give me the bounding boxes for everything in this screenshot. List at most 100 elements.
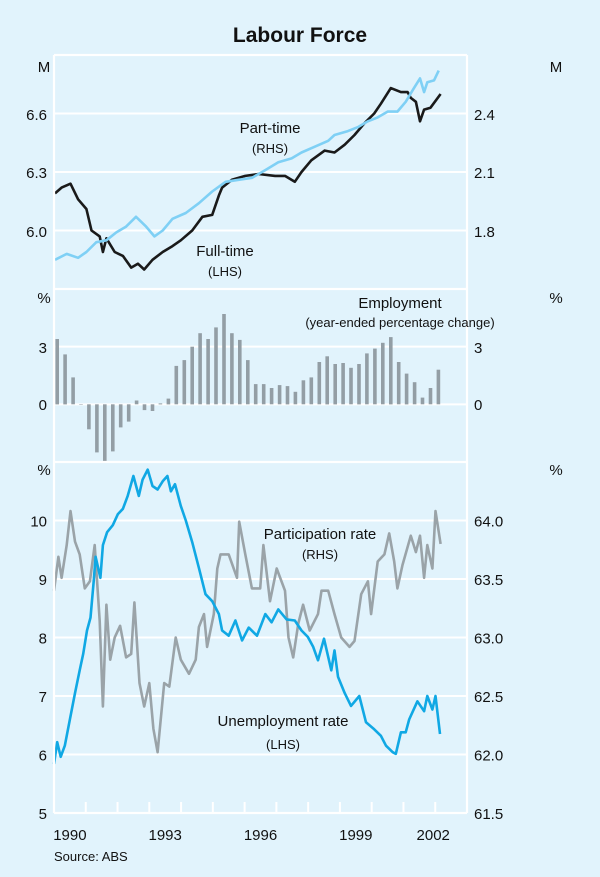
employment-bar	[158, 403, 163, 405]
full-time-label: Full-time	[196, 243, 254, 260]
middle-left-unit: %	[37, 290, 50, 307]
employment-bar	[63, 354, 67, 405]
bottom-right-unit: %	[549, 462, 562, 479]
x-tick-label: 2002	[417, 827, 450, 844]
data-marks	[52, 70, 442, 765]
bottom-left-tick: 9	[39, 572, 47, 589]
employment-bar	[142, 404, 147, 411]
top-left-tick: 6.0	[26, 224, 47, 241]
part-time-label: Part-time	[240, 120, 301, 137]
employment-bar	[261, 384, 266, 405]
employment-bar	[198, 333, 202, 405]
bottom-right-tick: 63.5	[474, 572, 503, 589]
bottom-left-tick: 8	[39, 631, 47, 648]
employment-bar	[222, 314, 226, 405]
employment-bar	[325, 356, 329, 405]
bottom-axis-ticks: 5 61.5 6 62.0 7 62.5 8 63.0 9 63.5 10 64.0 1990 1993 1…	[30, 514, 503, 845]
employment-bar	[103, 404, 107, 461]
bottom-right-tick: 62.0	[474, 748, 503, 765]
middle-left-tick: 3	[39, 340, 47, 357]
employment-bar	[95, 404, 99, 453]
middle-right-tick: 0	[474, 397, 482, 414]
top-right-tick: 1.8	[474, 224, 495, 241]
employment-bar	[126, 404, 131, 422]
unemployment-rate-label: Unemployment rate	[218, 713, 349, 730]
top-left-tick: 6.3	[26, 165, 47, 182]
employment-bar	[71, 377, 75, 405]
participation-rate-label: Participation rate	[264, 526, 377, 543]
unemployment-rate-line	[52, 468, 442, 765]
employment-bar	[269, 388, 274, 405]
bottom-left-tick: 5	[39, 806, 47, 823]
source-note: Source: ABS	[54, 849, 128, 864]
employment-bar	[357, 364, 361, 405]
employment-bar	[293, 391, 298, 405]
employment-bar	[111, 404, 115, 452]
part-time-line	[54, 70, 440, 261]
employment-bar	[381, 342, 385, 405]
participation-rate-axis-label: (RHS)	[302, 547, 338, 562]
unemployment-rate-axis-label: (LHS)	[266, 737, 300, 752]
employment-bar	[285, 386, 290, 405]
employment-bar	[87, 404, 91, 430]
employment-bar	[333, 364, 337, 405]
employment-title: Employment	[358, 295, 442, 312]
employment-bar	[365, 353, 369, 405]
employment-subtitle: (year-ended percentage change)	[305, 315, 494, 330]
employment-bar	[230, 333, 234, 405]
employment-bar	[436, 369, 441, 405]
bottom-left-tick: 10	[30, 514, 47, 531]
x-tick-label: 1993	[149, 827, 182, 844]
top-right-tick: 2.4	[474, 107, 495, 124]
employment-bar	[309, 377, 314, 405]
employment-bar	[246, 360, 250, 405]
top-left-tick: 6.6	[26, 107, 47, 124]
employment-bar	[182, 360, 187, 405]
employment-bar	[118, 404, 123, 428]
employment-bar	[150, 404, 155, 411]
employment-bar	[79, 404, 83, 405]
full-time-axis-label: (LHS)	[208, 264, 242, 279]
participation-rate-line	[52, 509, 442, 754]
employment-bar	[349, 367, 353, 405]
bottom-left-unit: %	[37, 462, 50, 479]
middle-left-tick: 0	[39, 397, 47, 414]
employment-bar	[277, 385, 282, 405]
employment-bar	[134, 400, 139, 405]
part-time-axis-label: (RHS)	[252, 141, 288, 156]
employment-bar	[412, 382, 417, 405]
x-tick-label: 1999	[339, 827, 372, 844]
employment-bar	[341, 363, 345, 405]
employment-bar	[428, 388, 433, 405]
bottom-right-tick: 62.5	[474, 689, 503, 706]
employment-bar	[420, 397, 425, 405]
middle-right-tick: 3	[474, 340, 482, 357]
bottom-left-tick: 7	[39, 689, 47, 706]
top-right-unit: M	[550, 59, 563, 76]
bottom-right-tick: 64.0	[474, 514, 503, 531]
x-tick-label: 1990	[53, 827, 86, 844]
bottom-right-tick: 61.5	[474, 806, 503, 823]
middle-right-unit: %	[549, 290, 562, 307]
employment-bar	[238, 339, 242, 405]
x-tick-label: 1996	[244, 827, 277, 844]
bottom-left-tick: 6	[39, 748, 47, 765]
employment-bar	[389, 337, 393, 405]
employment-bar	[253, 384, 258, 405]
employment-bar	[55, 339, 59, 405]
employment-bar	[301, 380, 306, 405]
bottom-right-tick: 63.0	[474, 631, 503, 648]
chart-title: Labour Force	[233, 24, 367, 47]
employment-bar	[396, 362, 401, 405]
employment-bar	[404, 373, 409, 405]
employment-bar	[317, 362, 322, 405]
top-right-tick: 2.1	[474, 165, 495, 182]
employment-bar	[373, 348, 377, 405]
employment-bar	[190, 346, 194, 405]
employment-bar	[174, 365, 179, 405]
employment-bar	[166, 398, 171, 405]
employment-bar	[206, 339, 210, 405]
panel-frame	[52, 53, 469, 815]
